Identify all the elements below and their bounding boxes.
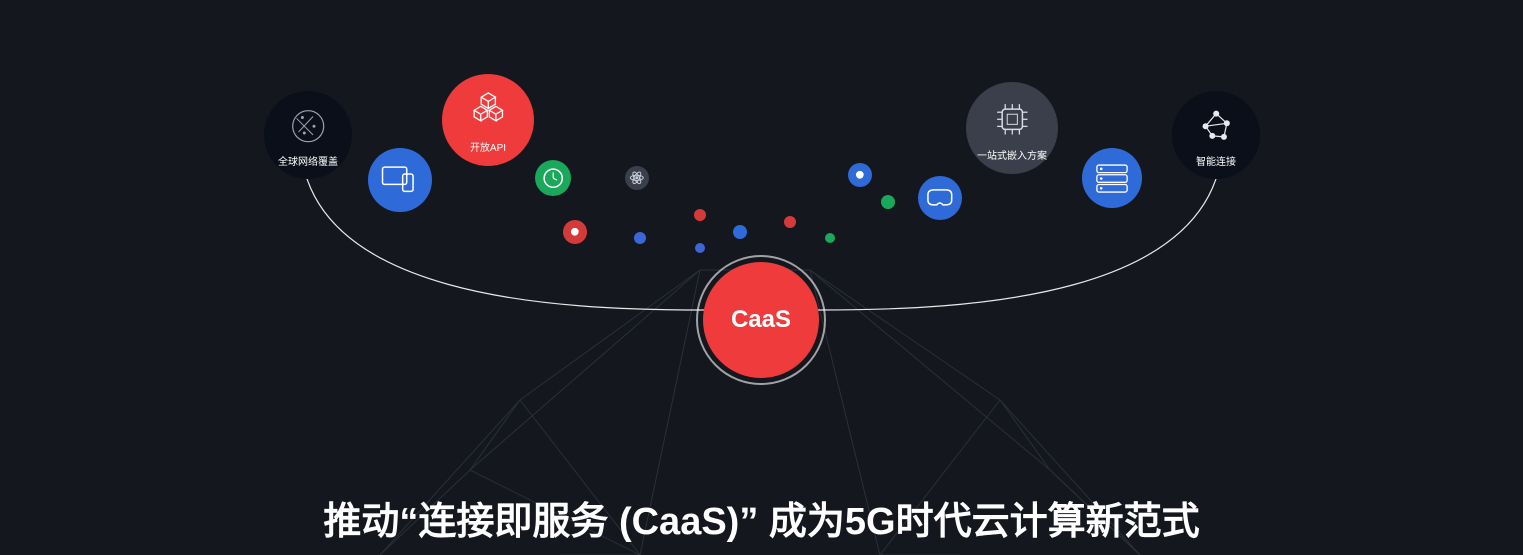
chip-icon <box>966 94 1058 145</box>
network-label: 智能连接 <box>1196 157 1236 168</box>
node-api: 开放API <box>442 74 534 166</box>
node-watch <box>535 160 571 196</box>
node-d6 <box>825 233 835 243</box>
devices-icon <box>368 148 432 212</box>
node-vr <box>918 176 962 220</box>
globe-label: 全球网络覆盖 <box>278 157 338 168</box>
node-cloud-s <box>848 163 872 187</box>
node-d2 <box>694 209 706 221</box>
node-d4 <box>733 225 747 239</box>
vr-icon <box>918 176 962 220</box>
atom-icon <box>625 166 649 190</box>
cloud-s-icon <box>848 163 872 187</box>
chip-r-icon <box>563 220 587 244</box>
caas-label: CaaS <box>731 306 791 334</box>
server-icon <box>1082 148 1142 208</box>
chip-label: 一站式嵌入方案 <box>977 151 1047 162</box>
api-icon <box>442 86 534 137</box>
caas-center-node: CaaS <box>703 262 819 378</box>
network-icon <box>1172 102 1260 150</box>
globe-icon <box>264 102 352 150</box>
node-chip-r <box>563 220 587 244</box>
node-d1 <box>634 232 646 244</box>
watch-icon <box>535 160 571 196</box>
node-d5 <box>784 216 796 228</box>
node-d3 <box>695 243 705 253</box>
diagram-stage: CaaS 全球网络覆盖 开放API <box>0 0 1523 555</box>
node-d7 <box>881 195 895 209</box>
api-label: 开放API <box>470 143 506 154</box>
node-chip: 一站式嵌入方案 <box>966 82 1058 174</box>
node-atom <box>625 166 649 190</box>
node-network: 智能连接 <box>1172 91 1260 179</box>
node-globe: 全球网络覆盖 <box>264 91 352 179</box>
node-devices <box>368 148 432 212</box>
node-server <box>1082 148 1142 208</box>
headline-text: 推动“连接即服务 (CaaS)” 成为5G时代云计算新范式 <box>0 490 1523 545</box>
